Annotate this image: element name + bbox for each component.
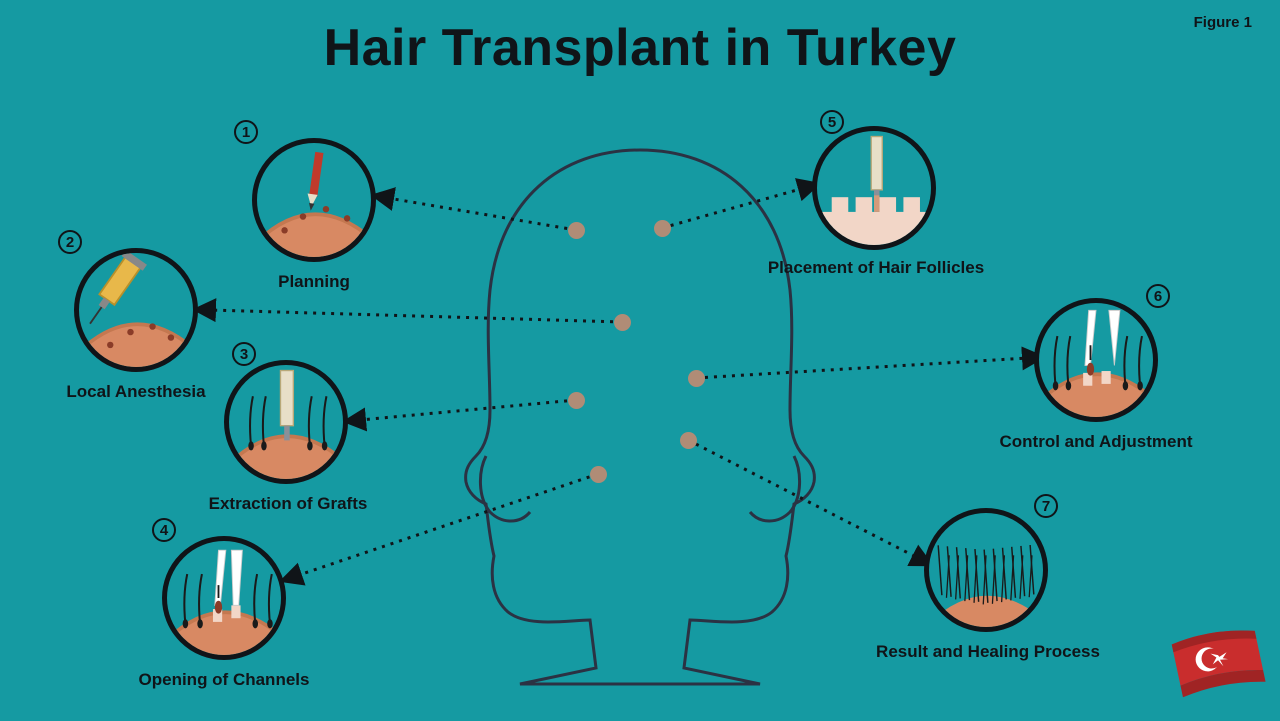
head-dot-4: [590, 466, 607, 483]
head-silhouette: [466, 150, 815, 684]
step-3-circle: [224, 360, 348, 484]
step-4-label: Opening of Channels: [94, 670, 354, 690]
head-dot-2: [614, 314, 631, 331]
head-dot-1: [568, 222, 585, 239]
step-7-label: Result and Healing Process: [858, 642, 1118, 662]
step-6-badge: 6: [1146, 284, 1170, 308]
step-3-label: Extraction of Grafts: [158, 494, 418, 514]
step-1-badge: 1: [234, 120, 258, 144]
head-dot-7: [680, 432, 697, 449]
step-4-badge: 4: [152, 518, 176, 542]
step-1-circle: [252, 138, 376, 262]
step-2-badge: 2: [58, 230, 82, 254]
head-dot-5: [654, 220, 671, 237]
step-5-label: Placement of Hair Follicles: [746, 258, 1006, 278]
step-4-circle: [162, 536, 286, 660]
step-5-circle: [812, 126, 936, 250]
step-1-label: Planning: [184, 272, 444, 292]
step-6-circle: [1034, 298, 1158, 422]
step-2-label: Local Anesthesia: [6, 382, 266, 402]
step-7-badge: 7: [1034, 494, 1058, 518]
step-6-label: Control and Adjustment: [966, 432, 1226, 452]
head-dot-6: [688, 370, 705, 387]
step-5-badge: 5: [820, 110, 844, 134]
step-2-circle: [74, 248, 198, 372]
head-dot-3: [568, 392, 585, 409]
step-7-circle: [924, 508, 1048, 632]
step-3-badge: 3: [232, 342, 256, 366]
